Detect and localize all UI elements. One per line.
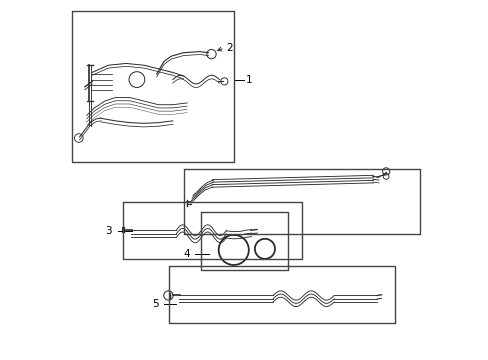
Text: 2: 2	[225, 43, 232, 53]
Text: 1: 1	[246, 75, 252, 85]
Text: 4: 4	[183, 248, 190, 258]
Text: 3: 3	[105, 226, 112, 236]
Text: 5: 5	[151, 299, 158, 309]
